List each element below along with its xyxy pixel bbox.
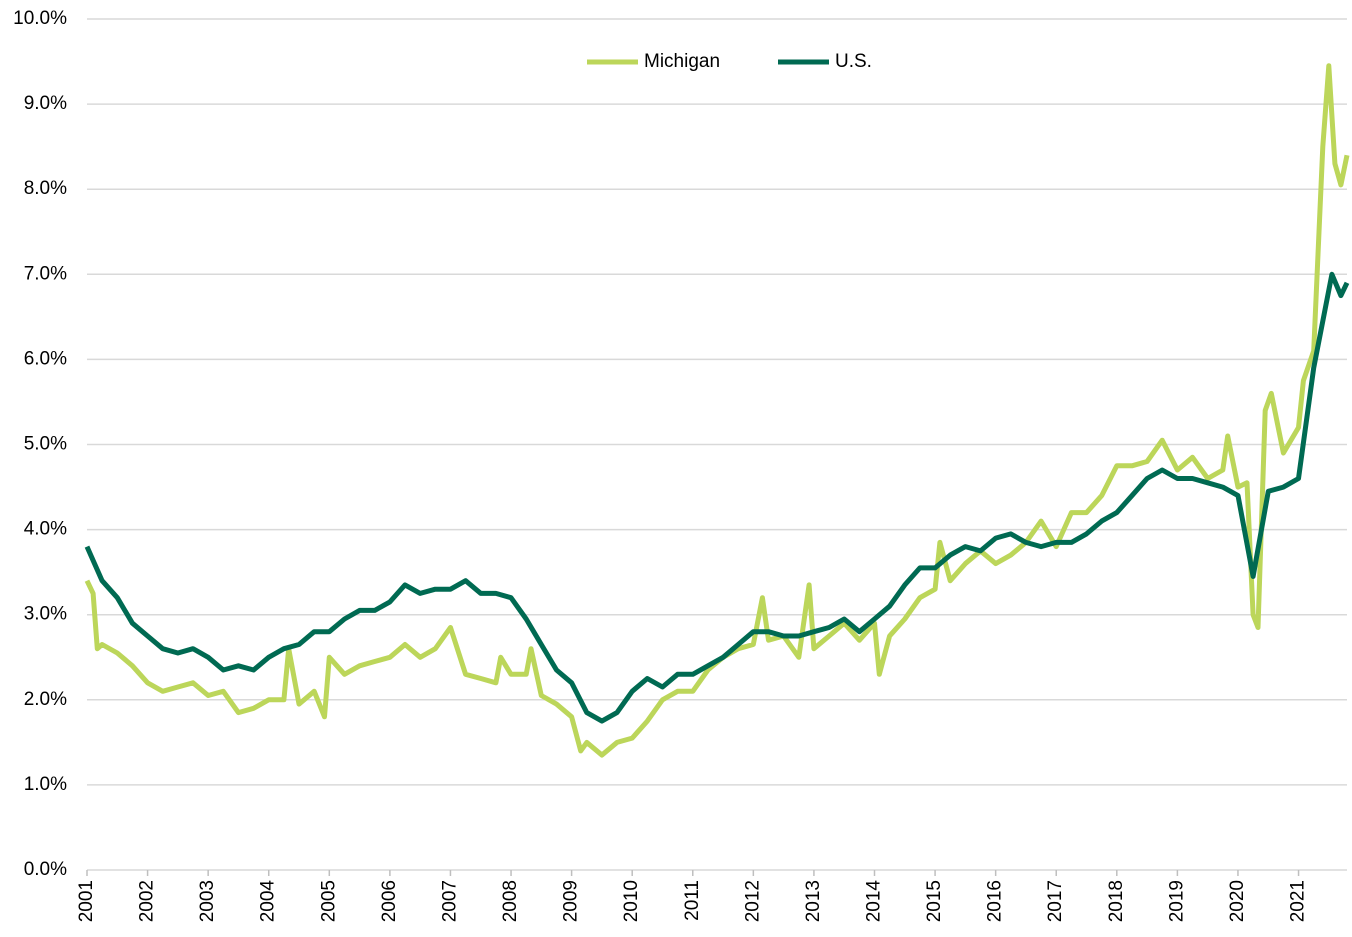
x-tick-label: 2001	[76, 880, 97, 922]
series-line	[84, 63, 1350, 758]
x-tick-label: 2011	[682, 880, 703, 921]
x-tick-label: 2013	[803, 880, 824, 922]
x-tick-label: 2016	[985, 880, 1006, 922]
x-tick-label: 2005	[318, 880, 339, 922]
x-tick-label: 2018	[1106, 880, 1127, 922]
y-tick-label: 6.0%	[24, 348, 67, 369]
y-tick-label: 8.0%	[24, 178, 67, 199]
x-tick-label: 2020	[1227, 880, 1248, 922]
y-tick-label: 2.0%	[24, 689, 67, 710]
y-tick-label: 4.0%	[24, 519, 67, 540]
x-tick-label: 2019	[1166, 880, 1187, 922]
x-tick-label: 2002	[137, 880, 158, 922]
series-line	[84, 271, 1350, 724]
x-tick-label: 2004	[258, 880, 279, 923]
legend-label: U.S.	[835, 51, 872, 72]
x-tick-label: 2008	[500, 880, 521, 922]
y-tick-label: 3.0%	[24, 604, 67, 625]
y-tick-label: 7.0%	[24, 263, 67, 284]
x-tick-label: 2015	[924, 880, 945, 922]
x-tick-label: 2009	[561, 880, 582, 922]
x-tick-label: 2012	[742, 880, 763, 922]
y-tick-label: 1.0%	[24, 774, 67, 795]
y-tick-label: 9.0%	[24, 93, 67, 114]
x-tick-label: 2006	[379, 880, 400, 922]
x-tick-label: 2021	[1288, 880, 1309, 922]
x-tick-label: 2003	[197, 880, 218, 922]
x-tick-label: 2014	[864, 880, 885, 923]
x-tick-label: 2017	[1045, 880, 1066, 922]
y-tick-label: 0.0%	[24, 859, 67, 880]
y-tick-label: 5.0%	[24, 434, 67, 455]
legend-label: Michigan	[644, 51, 720, 72]
x-tick-label: 2007	[439, 880, 460, 922]
y-tick-label: 10.0%	[13, 8, 67, 29]
x-tick-label: 2010	[621, 880, 642, 922]
